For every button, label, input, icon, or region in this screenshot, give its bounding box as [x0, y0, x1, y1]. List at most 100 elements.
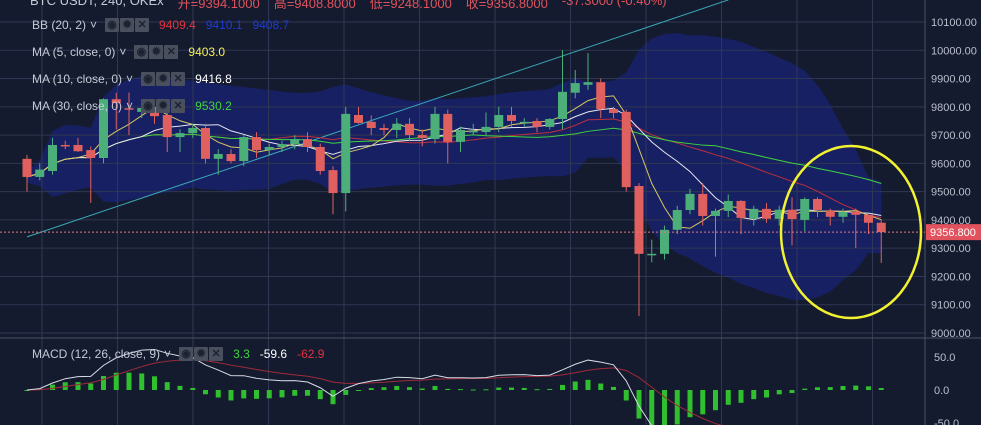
candle-body	[239, 137, 249, 162]
gear-icon[interactable]: ✹	[194, 347, 209, 361]
trendline	[26, 0, 729, 238]
candle-body	[264, 146, 274, 151]
indicator-value: 9409.4	[159, 18, 196, 32]
indicator-label: BB (20, 2)	[32, 18, 87, 32]
y-tick-label: 9600.00	[931, 158, 971, 170]
y-tick-label: 9900.00	[931, 74, 971, 86]
gear-icon[interactable]: ✹	[156, 72, 171, 86]
macd-histogram-bar	[266, 390, 272, 399]
candle-body	[290, 139, 300, 145]
candle-body	[468, 130, 478, 133]
y-tick-label: 9500.00	[931, 187, 971, 199]
macd-histogram-bar	[636, 390, 642, 419]
macd-histogram-bar	[470, 389, 476, 391]
macd-histogram-bar	[419, 388, 425, 390]
candle-body	[838, 211, 848, 217]
macd-histogram-bar	[152, 376, 157, 390]
candle-body	[175, 133, 185, 138]
indicator-value: 9410.1	[205, 18, 243, 32]
close-icon[interactable]: ✕	[164, 45, 179, 59]
chevron-down-icon[interactable]: ˅	[119, 45, 127, 59]
close-icon[interactable]: ✕	[209, 347, 224, 361]
candle-body	[124, 108, 134, 110]
macd-histogram-bar	[292, 390, 298, 396]
macd-histogram-bar	[496, 387, 502, 390]
macd-histogram-bar	[649, 390, 655, 425]
gear-icon[interactable]: ✹	[120, 18, 135, 32]
close-icon[interactable]: ✕	[171, 99, 186, 113]
indicator-legend[interactable]: MA (10, close, 0) ˅ ◉ ✹ ✕ 9416.8	[32, 72, 238, 86]
macd-histogram-bar	[305, 390, 310, 396]
macd-histogram-bar	[445, 388, 451, 390]
macd-histogram-bar	[725, 390, 731, 405]
macd-histogram-bar	[381, 387, 387, 390]
candle-body	[213, 154, 223, 159]
candle-body	[35, 169, 45, 177]
candle-body	[660, 229, 669, 254]
macd-histogram-bar	[802, 388, 808, 390]
y-tick-label: 10100.00	[931, 17, 977, 29]
candle-body	[749, 208, 759, 219]
candle-body	[723, 200, 733, 211]
macd-histogram-bar	[317, 390, 323, 400]
indicator-legend[interactable]: MA (5, close, 0) ˅ ◉ ✹ ✕ 9403.0	[32, 45, 231, 59]
candle-body	[315, 146, 325, 171]
candle-body	[22, 158, 32, 177]
indicator-legend[interactable]: BB (20, 2) ˅ ◉ ✹ ✕ 9409.4 9410.1 9408.7	[32, 18, 295, 32]
macd-histogram-bar	[534, 389, 540, 391]
macd-histogram-bar	[343, 390, 349, 395]
symbol-title: BTC USDT, 240, OKEx	[30, 0, 164, 8]
candle-body	[609, 109, 618, 114]
gear-icon[interactable]: ✹	[149, 45, 164, 59]
macd-histogram-bar	[521, 387, 527, 390]
eye-icon[interactable]: ◉	[105, 18, 120, 32]
chevron-down-icon[interactable]: ˅	[126, 99, 134, 113]
indicator-value: 3.3	[233, 347, 250, 361]
eye-icon[interactable]: ◉	[134, 45, 149, 59]
macd-histogram-bar	[751, 390, 757, 400]
macd-histogram-bar	[776, 390, 782, 395]
macd-y-tick-label: -50.0	[934, 418, 959, 425]
eye-icon[interactable]: ◉	[141, 99, 156, 113]
candle-body	[711, 210, 720, 216]
indicator-value: 9530.2	[195, 99, 232, 113]
indicator-label: MACD (12, 26, close, 9)	[32, 347, 161, 361]
chevron-down-icon[interactable]: ˅	[126, 72, 134, 86]
macd-histogram-bar	[254, 390, 259, 399]
candle-body	[519, 121, 529, 124]
indicator-legend[interactable]: MA (30, close, 0) ˅ ◉ ✹ ✕ 9530.2	[32, 99, 238, 113]
eye-icon[interactable]: ◉	[141, 72, 156, 86]
candle-body	[774, 209, 784, 219]
macd-histogram-bar	[815, 387, 820, 390]
last-price-badge	[926, 224, 981, 241]
candle-body	[583, 82, 593, 85]
close-value: 收=9356.8000	[465, 0, 548, 11]
macd-histogram-bar	[789, 390, 795, 394]
candle-body	[60, 144, 70, 147]
candle-body	[787, 209, 797, 220]
macd-histogram-bar	[547, 388, 553, 390]
macd-histogram-bar	[88, 383, 94, 390]
macd-histogram-bar	[368, 388, 374, 390]
indicator-value: 9403.0	[188, 45, 226, 59]
macd-histogram-bar	[866, 386, 871, 390]
candle-body	[647, 253, 657, 256]
y-tick-label: 9400.00	[931, 215, 971, 227]
candle-body	[86, 150, 96, 158]
macd-histogram-bar	[139, 373, 145, 390]
close-icon[interactable]: ✕	[171, 72, 186, 86]
last-price-label: 9356.800	[930, 227, 976, 239]
candle-body	[379, 128, 389, 131]
close-icon[interactable]: ✕	[135, 18, 150, 32]
macd-legend[interactable]: MACD (12, 26, close, 9) ˅ ◉ ✹ ✕ 3.3 -59.6 -62.9	[32, 347, 330, 361]
macd-histogram-bar	[840, 386, 846, 390]
chevron-down-icon[interactable]: ˅	[90, 18, 98, 32]
symbol-header: BTC USDT, 240, OKEx 开=9394.1000 高=9408.8…	[30, 0, 667, 12]
eye-icon[interactable]: ◉	[179, 347, 194, 361]
chevron-down-icon[interactable]: ˅	[164, 347, 172, 361]
macd-histogram-bar	[215, 390, 221, 398]
gear-icon[interactable]: ✹	[156, 99, 171, 113]
macd-histogram-bar	[113, 372, 119, 390]
indicator-label: MA (10, close, 0)	[32, 72, 123, 86]
